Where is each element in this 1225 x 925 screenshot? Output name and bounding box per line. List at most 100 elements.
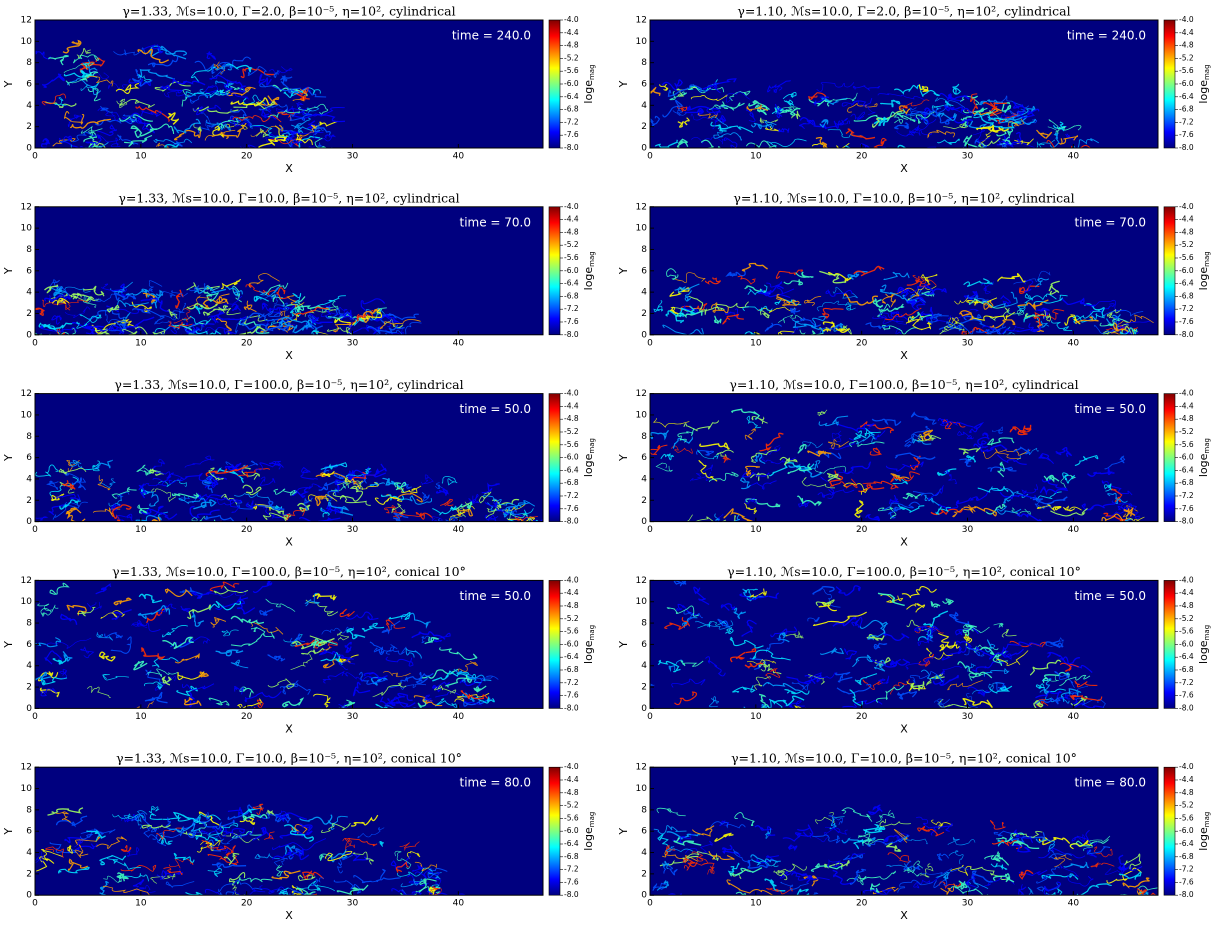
filament [910,681,925,691]
filament [46,480,59,490]
filament [279,126,324,135]
filament [1064,314,1081,326]
filament [784,689,810,695]
filament [353,874,381,884]
filament [979,100,987,106]
filament [80,69,93,78]
filament [744,428,756,441]
filament [369,641,385,655]
colorbar-tick-label: -6.4 [564,465,579,474]
filament [414,870,440,880]
x-tick-label: 40 [453,152,465,162]
filament [279,810,289,821]
filament [189,91,229,104]
filament [808,92,827,100]
filament [1036,139,1056,148]
x-axis-label: X [900,536,908,549]
filament [1057,135,1079,145]
filament [459,678,484,688]
filament [61,501,88,508]
filament [193,122,202,132]
x-tick-label: 30 [347,525,359,535]
filament [80,71,99,82]
filament [144,691,168,704]
filament [196,841,214,853]
filament [223,852,240,866]
y-tick-label: 12 [636,202,647,212]
filament [1037,320,1050,328]
colorbar [1163,19,1176,149]
filament [344,837,378,847]
y-tick-label: 10 [21,410,33,420]
filament [388,611,411,621]
filament [1011,507,1031,517]
filament [93,507,121,517]
filament [924,494,940,506]
colorbar-tick-label: -7.6 [564,691,579,700]
filament [120,814,138,823]
colorbar-tick-label: -8.0 [564,517,579,526]
filament [208,467,224,481]
filament [862,480,899,490]
x-tick-label: 30 [347,338,359,348]
filament [968,298,1006,309]
filament [739,592,780,601]
filament [746,104,768,112]
filament [714,832,734,842]
y-tick-label: 2 [641,683,647,693]
colorbar-label-sub: mag [588,251,596,267]
filament [372,682,407,698]
colorbar [548,393,561,522]
filament [147,55,179,68]
filament [829,437,855,450]
filament [774,103,783,119]
filament [970,93,978,113]
filament [992,426,1003,435]
filament [773,863,807,873]
filament [252,826,273,841]
filament [973,113,1022,129]
filament [918,629,933,641]
filament [719,820,730,827]
filament [152,472,184,482]
y-tick-label: 10 [636,224,648,234]
filament [390,692,413,706]
filament [725,627,734,635]
x-tick-label: 0 [647,338,653,348]
filament [484,501,510,516]
filament [812,611,867,626]
filament [889,658,902,667]
filament [123,873,150,882]
filament [849,868,867,885]
filament [110,300,149,311]
filament [764,878,786,892]
y-tick-label: 10 [636,784,648,794]
filament [1106,308,1122,320]
filament [650,444,668,455]
filament [342,838,355,850]
filament [81,57,106,71]
x-tick-label: 40 [453,899,465,909]
filament [1035,277,1050,288]
filament [35,637,62,648]
filament [759,432,784,452]
filament [968,672,987,681]
filament [787,844,798,852]
filament [807,450,832,457]
colorbar [548,580,561,709]
filament [279,830,313,839]
filament [883,633,910,641]
colorbar-tick-label: -8.0 [564,330,579,339]
filament [250,125,289,138]
filament [915,111,935,124]
filament [390,855,412,869]
filament [837,117,850,126]
filament [300,466,318,480]
filament [1033,311,1047,327]
x-tick-label: 0 [32,338,38,348]
filament [304,592,321,607]
filament [148,280,163,295]
filament [661,79,683,91]
filament [230,499,242,513]
filament [240,67,276,79]
